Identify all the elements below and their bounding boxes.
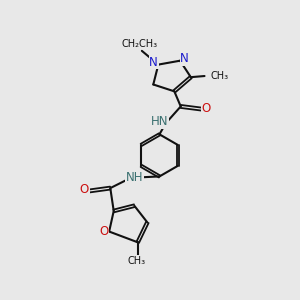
Text: CH₃: CH₃ [211, 71, 229, 81]
Text: N: N [149, 56, 158, 69]
Text: O: O [100, 225, 109, 238]
Text: N: N [180, 52, 189, 65]
Text: CH₃: CH₃ [128, 256, 146, 266]
Text: O: O [80, 183, 89, 196]
Text: NH: NH [126, 171, 143, 184]
Text: CH₂CH₃: CH₂CH₃ [121, 39, 157, 49]
Text: HN: HN [151, 116, 168, 128]
Text: O: O [202, 102, 211, 115]
